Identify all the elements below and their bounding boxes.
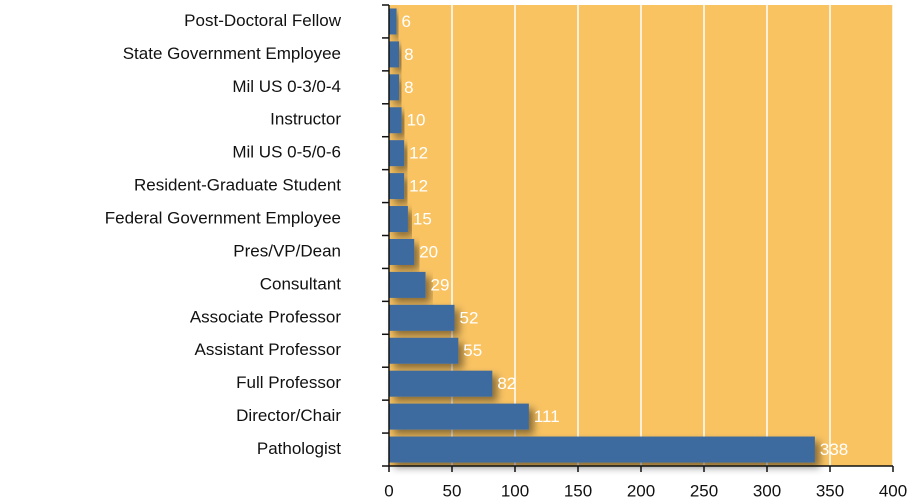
bar — [389, 436, 815, 463]
value-label: 29 — [431, 275, 450, 294]
y-tick-label: Instructor — [270, 110, 341, 129]
bar — [389, 271, 426, 298]
bar — [389, 403, 529, 430]
y-tick-label: Resident-Graduate Student — [134, 176, 341, 195]
value-label: 20 — [419, 242, 438, 261]
y-tick-label: Post-Doctoral Fellow — [184, 11, 342, 30]
bar — [389, 41, 400, 68]
x-tick-label: 350 — [816, 481, 844, 500]
y-tick-label: Consultant — [260, 274, 342, 293]
x-tick-label: 400 — [879, 481, 907, 500]
y-tick-label: Mil US 0-5/0-6 — [232, 143, 341, 162]
value-label: 111 — [534, 407, 560, 426]
x-tick-label: 250 — [690, 481, 718, 500]
x-tick-label: 300 — [753, 481, 781, 500]
value-label: 338 — [820, 440, 848, 459]
value-label: 12 — [409, 144, 428, 163]
bar — [389, 140, 405, 167]
bar — [389, 370, 493, 397]
bar — [389, 74, 400, 101]
y-tick-label: Assistant Professor — [195, 340, 342, 359]
bar — [389, 206, 408, 233]
y-tick-label: Director/Chair — [236, 406, 341, 425]
x-tick-label: 50 — [443, 481, 462, 500]
bar — [389, 238, 415, 265]
x-tick-label: 200 — [627, 481, 655, 500]
value-label: 15 — [413, 210, 432, 229]
value-label: 10 — [407, 111, 426, 130]
x-tick-label: 0 — [384, 481, 393, 500]
bar — [389, 304, 455, 331]
value-label: 8 — [404, 78, 413, 97]
y-tick-label: Pathologist — [257, 439, 341, 458]
y-tick-label: Pres/VP/Dean — [233, 241, 341, 260]
bar — [389, 337, 459, 364]
bar — [389, 107, 402, 134]
value-label: 55 — [463, 341, 482, 360]
y-tick-label: Associate Professor — [190, 307, 342, 326]
y-tick-label: State Government Employee — [123, 44, 341, 63]
y-tick-label: Full Professor — [236, 373, 341, 392]
y-tick-label: Federal Government Employee — [105, 209, 341, 228]
bar — [389, 173, 405, 200]
bar — [389, 8, 397, 35]
value-label: 12 — [409, 177, 428, 196]
value-label: 8 — [404, 45, 413, 64]
value-label: 52 — [460, 308, 479, 327]
x-tick-label: 100 — [501, 481, 529, 500]
y-tick-label: Mil US 0-3/0-4 — [232, 77, 341, 96]
value-label: 6 — [402, 12, 411, 31]
x-tick-label: 150 — [564, 481, 592, 500]
value-label: 82 — [497, 374, 516, 393]
